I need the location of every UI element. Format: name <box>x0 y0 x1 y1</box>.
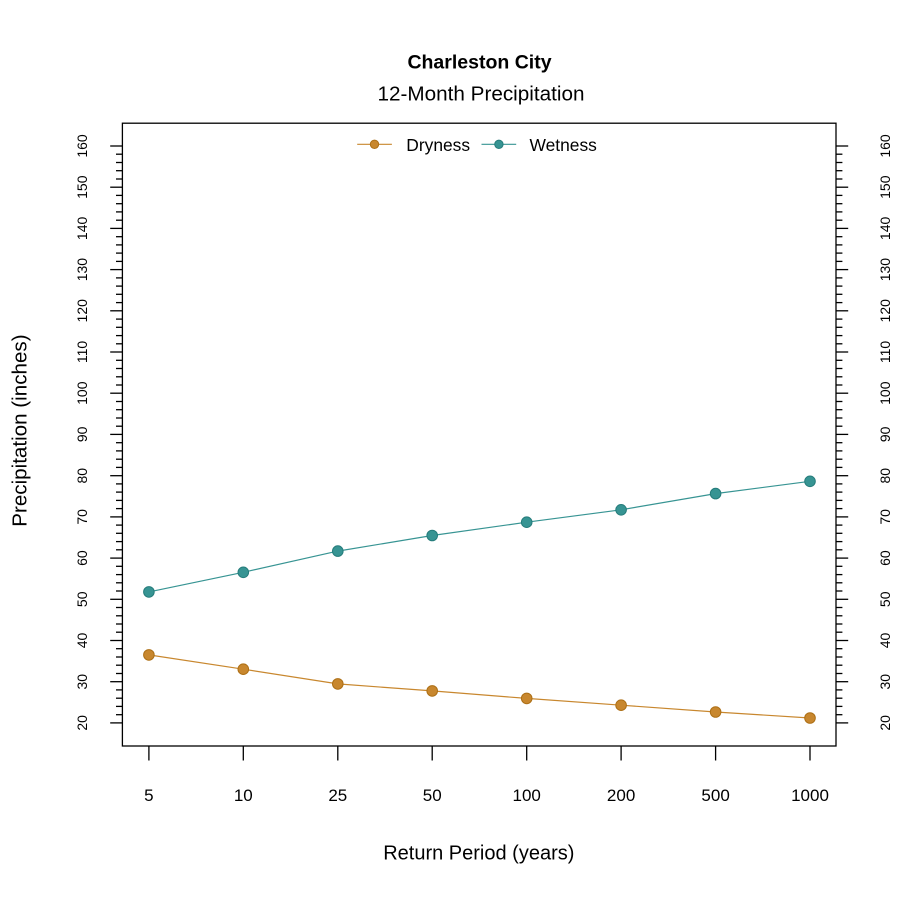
svg-text:10: 10 <box>234 786 253 805</box>
svg-text:160: 160 <box>74 134 90 158</box>
svg-text:80: 80 <box>877 468 893 484</box>
svg-text:12-Month Precipitation: 12-Month Precipitation <box>378 82 585 105</box>
svg-text:90: 90 <box>74 426 90 442</box>
svg-text:30: 30 <box>877 674 893 690</box>
svg-text:100: 100 <box>877 381 893 405</box>
svg-text:Wetness: Wetness <box>530 135 598 155</box>
svg-text:120: 120 <box>877 299 893 323</box>
svg-text:1000: 1000 <box>791 786 829 805</box>
svg-text:60: 60 <box>877 550 893 566</box>
svg-text:50: 50 <box>74 591 90 607</box>
svg-text:50: 50 <box>877 591 893 607</box>
svg-text:Return Period (years): Return Period (years) <box>383 842 574 864</box>
svg-text:20: 20 <box>74 715 90 731</box>
svg-text:500: 500 <box>701 786 729 805</box>
svg-text:80: 80 <box>74 468 90 484</box>
svg-text:90: 90 <box>877 426 893 442</box>
svg-text:120: 120 <box>74 299 90 323</box>
svg-text:150: 150 <box>74 175 90 199</box>
svg-text:140: 140 <box>74 217 90 241</box>
svg-text:130: 130 <box>877 258 893 282</box>
svg-text:70: 70 <box>877 509 893 525</box>
svg-text:100: 100 <box>74 381 90 405</box>
svg-text:25: 25 <box>328 786 347 805</box>
svg-text:140: 140 <box>877 217 893 241</box>
svg-text:130: 130 <box>74 258 90 282</box>
svg-text:70: 70 <box>74 509 90 525</box>
svg-text:160: 160 <box>877 134 893 158</box>
svg-text:110: 110 <box>74 341 90 364</box>
svg-text:40: 40 <box>877 633 893 649</box>
svg-text:Charleston City: Charleston City <box>407 51 551 73</box>
svg-text:100: 100 <box>513 786 541 805</box>
svg-text:40: 40 <box>74 633 90 649</box>
svg-text:200: 200 <box>607 786 635 805</box>
svg-text:60: 60 <box>74 550 90 566</box>
svg-text:30: 30 <box>74 674 90 690</box>
svg-text:150: 150 <box>877 175 893 199</box>
svg-text:5: 5 <box>144 786 153 805</box>
svg-text:Dryness: Dryness <box>406 135 470 155</box>
svg-text:110: 110 <box>877 341 893 364</box>
svg-text:20: 20 <box>877 715 893 731</box>
svg-text:Precipitation (inches): Precipitation (inches) <box>8 334 31 526</box>
svg-text:50: 50 <box>423 786 442 805</box>
